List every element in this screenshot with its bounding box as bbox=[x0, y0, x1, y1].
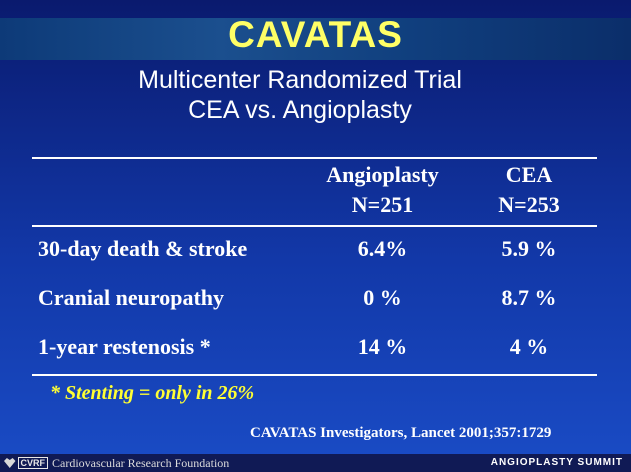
column-header-cea-name: CEA bbox=[505, 162, 553, 187]
value-cea-cranial-neuropathy: 8.7 % bbox=[501, 285, 557, 310]
heart-icon bbox=[4, 458, 16, 468]
row-label-cranial-neuropathy: Cranial neuropathy bbox=[38, 285, 225, 310]
cvrf-logo: CVRF bbox=[4, 456, 48, 470]
column-header-cea: CEA N=253 bbox=[468, 160, 590, 220]
row-label-death-stroke: 30-day death & stroke bbox=[38, 236, 248, 261]
citation: CAVATAS Investigators, Lancet 2001;357:1… bbox=[250, 425, 552, 441]
footer-organization: Cardiovascular Research Foundation bbox=[52, 456, 230, 470]
column-header-angioplasty-name: Angioplasty bbox=[326, 162, 439, 187]
slide-subtitle-line2: CEA vs. Angioplasty bbox=[188, 96, 412, 124]
title-band bbox=[0, 18, 631, 60]
footer-bar bbox=[0, 454, 631, 472]
value-cea-death-stroke: 5.9 % bbox=[501, 236, 557, 261]
slide-subtitle-line1: Multicenter Randomized Trial bbox=[138, 66, 462, 94]
logo-text: CVRF bbox=[17, 457, 48, 469]
footer-event: ANGIOPLASTY SUMMIT bbox=[490, 457, 623, 468]
value-angioplasty-cranial-neuropathy: 0 % bbox=[363, 285, 402, 310]
slide-title: CAVATAS bbox=[228, 14, 403, 55]
table-header-rule bbox=[32, 225, 597, 227]
table-top-rule bbox=[32, 157, 597, 159]
column-header-angioplasty-n: N=251 bbox=[351, 192, 414, 217]
column-header-angioplasty: Angioplasty N=251 bbox=[305, 160, 460, 220]
value-cea-restenosis: 4 % bbox=[509, 334, 549, 359]
row-label-restenosis: 1-year restenosis * bbox=[38, 334, 211, 359]
column-header-cea-n: N=253 bbox=[498, 192, 560, 217]
value-angioplasty-restenosis: 14 % bbox=[357, 334, 408, 359]
table-bottom-rule bbox=[32, 374, 597, 376]
value-angioplasty-death-stroke: 6.4% bbox=[357, 236, 408, 261]
footnote: * Stenting = only in 26% bbox=[50, 382, 255, 404]
